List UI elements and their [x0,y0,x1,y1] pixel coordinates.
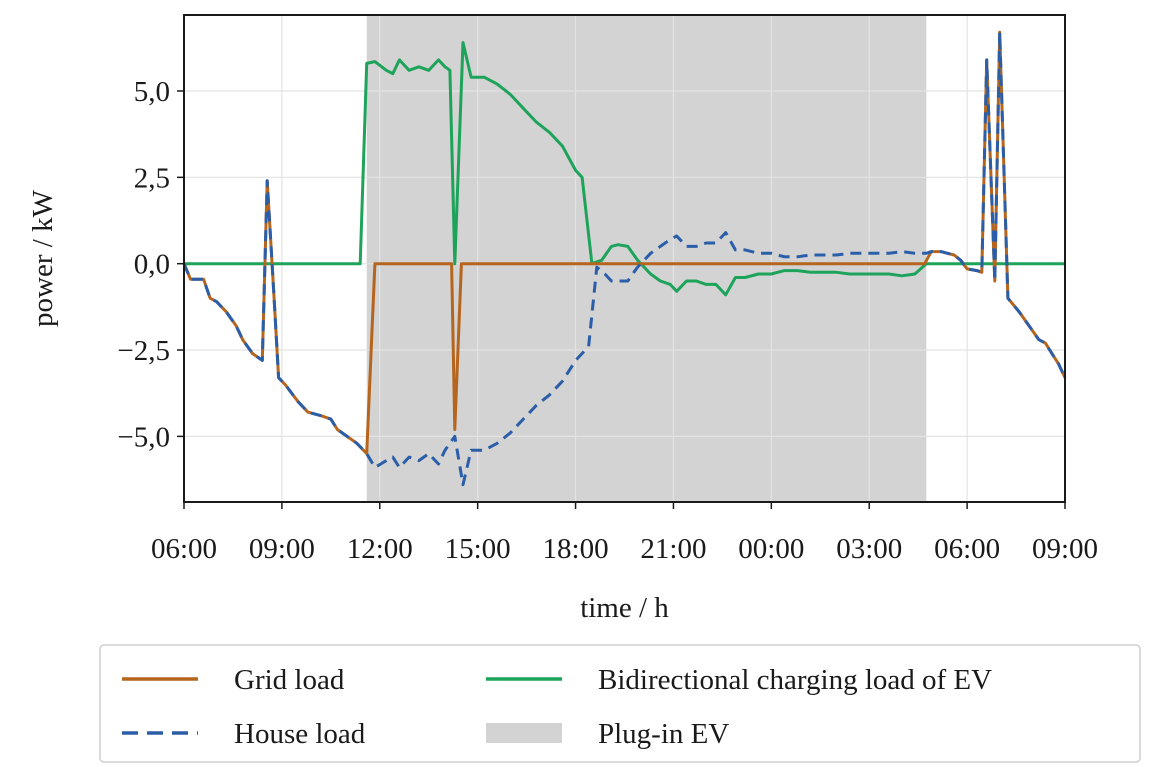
legend-swatch [486,723,562,743]
y-tick-label: −2,5 [117,335,170,367]
x-tick-label: 00:00 [738,533,804,565]
x-tick-label: 03:00 [836,533,902,565]
x-tick-label: 18:00 [543,533,609,565]
legend-label: House load [234,718,366,750]
y-tick-label: −5,0 [117,421,170,453]
x-tick-label: 12:00 [347,533,413,565]
x-tick-label: 06:00 [151,533,217,565]
y-tick-label: 0,0 [134,249,170,281]
x-tick-label: 15:00 [445,533,511,565]
x-axis-label: time / h [580,592,669,624]
plot-frame [183,14,1066,503]
y-axis-label: power / kW [27,189,59,327]
x-tick-label: 06:00 [934,533,1000,565]
tick-layer: 06:00 09:00 12:00 15:00 18:00 21:00 00:00 03:00… [117,76,1098,565]
series-layer [182,30,1067,487]
x-tick-label: 09:00 [1032,533,1098,565]
y-tick-label: 5,0 [134,76,170,108]
x-tick-label: 21:00 [640,533,706,565]
x-tick-label: 09:00 [249,533,315,565]
legend-label: Plug-in EV [598,718,729,750]
legend-box [99,644,1141,763]
legend: Grid load House load Bidirectional chargin… [99,644,1141,763]
legend-label: Bidirectional charging load of EV [598,664,992,696]
legend-label: Grid load [234,664,345,696]
series-line-2 [184,41,1065,297]
series-line-1 [182,30,1067,487]
y-tick-label: 2,5 [134,162,170,194]
